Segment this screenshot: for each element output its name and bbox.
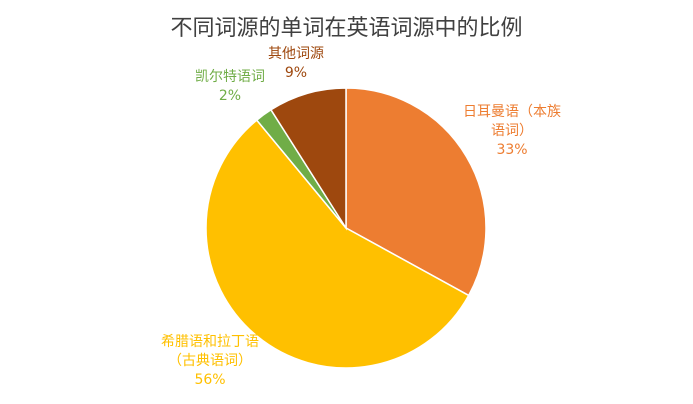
pie-slice (345, 87, 487, 297)
label-category: 日耳曼语（本族语词） (463, 104, 561, 139)
label-category: 希腊语和拉丁语（古典语词） (161, 334, 259, 369)
label-value: 56% (194, 372, 226, 388)
label-value: 9% (284, 65, 308, 81)
pie-slice (269, 87, 347, 231)
data-label: 凯尔特语词 2% (178, 68, 282, 106)
pie-slice (205, 119, 470, 369)
label-value: 33% (496, 142, 528, 158)
chart-title: 不同词源的单词在英语词源中的比例 (170, 16, 523, 41)
data-label: 日耳曼语（本族语词） 33% (460, 103, 564, 160)
data-label: 其他词源 9% (244, 45, 348, 83)
label-value: 2% (218, 88, 242, 104)
label-category: 凯尔特语词 (195, 69, 265, 85)
label-category: 其他词源 (268, 46, 324, 62)
data-label: 希腊语和拉丁语（古典语词） 56% (158, 333, 262, 390)
